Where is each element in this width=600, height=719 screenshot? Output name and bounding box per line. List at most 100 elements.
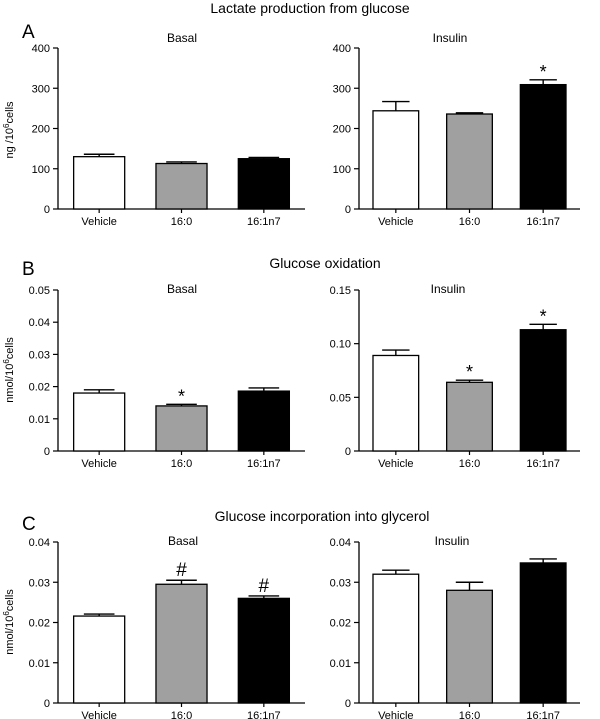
panel-A-title: Lactate production from glucose [210, 0, 409, 16]
x-tick-label: 16:0 [459, 710, 480, 719]
panel-C-ylabel-sup: 6 [2, 611, 11, 616]
x-tick-label: 16:0 [171, 458, 192, 470]
y-tick-label: 400 [333, 43, 351, 55]
panel-B-subtitle-insulin: Insulin [431, 282, 466, 296]
panel-A-ylabel-main: ng /10 [4, 128, 16, 159]
y-tick-label: 0.02 [29, 382, 50, 394]
panel-C-ylabel-main: nmol/10 [4, 616, 16, 655]
x-tick-label: 16:1n7 [247, 458, 281, 470]
y-tick-label: 200 [333, 124, 351, 136]
y-tick-label: 0.03 [29, 349, 50, 361]
bar-Vehicle [72, 392, 126, 452]
x-tick-label: 16:0 [459, 216, 480, 228]
bar-16:0 [446, 381, 493, 452]
y-tick-label: 100 [333, 164, 351, 176]
y-tick-label: 0.01 [330, 658, 351, 670]
bar-16:1n7 [237, 158, 291, 210]
y-tick-label: 0.05 [330, 392, 351, 404]
bar-16:1n7 [237, 390, 291, 452]
chart-A-basal: 0 100 200 300 400 Vehicle 16:0 16:1n7 [32, 43, 305, 228]
y-tick-label: 0 [44, 204, 50, 216]
panel-B-ylabel-main: nmol/10 [4, 364, 16, 403]
y-tick-label: 200 [32, 124, 50, 136]
significance-mark: # [176, 560, 187, 581]
y-tick-label: 0.03 [330, 577, 351, 589]
x-tick-label: Vehicle [81, 710, 116, 719]
y-tick-label: 0.02 [330, 618, 351, 630]
y-tick-label: 0.02 [29, 618, 50, 630]
chart-C-insulin: 0 0.01 0.02 0.03 0.04 Vehicle 16:0 16:1n7 [330, 537, 580, 719]
bar-16:1n7 [237, 597, 291, 704]
panel-C-letter: C [22, 514, 36, 535]
panel-A-ylabel-sup: 6 [2, 123, 11, 128]
significance-mark: * [540, 306, 547, 326]
x-tick-label: 16:0 [459, 458, 480, 470]
x-tick-label: 16:0 [171, 710, 192, 719]
bar-Vehicle [72, 615, 126, 704]
significance-mark: * [540, 62, 547, 82]
y-tick-label: 400 [32, 43, 50, 55]
x-tick-label: 16:1n7 [247, 710, 281, 719]
x-tick-label: Vehicle [378, 710, 413, 719]
y-tick-label: 100 [32, 164, 50, 176]
panel-B-ylabel: nmol/106cells [2, 337, 16, 403]
bar-16:1n7 [519, 562, 567, 704]
significance-mark: * [466, 362, 473, 382]
x-tick-label: 16:1n7 [526, 458, 560, 470]
panel-B-ylabel-tail: cells [4, 337, 16, 360]
chart-A-insulin: 0 100 200 300 400 Vehicle 16:0 16:1n7 * [333, 43, 580, 228]
panel-A-letter: A [22, 22, 35, 43]
y-tick-label: 0 [44, 698, 50, 710]
charts-layer: 0 100 200 300 400 Vehicle 16:0 16:1n7 0 100 200 300… [29, 43, 580, 719]
y-tick-label: 300 [32, 83, 50, 95]
x-tick-label: 16:1n7 [526, 216, 560, 228]
chart-B-insulin: 0 0.05 0.10 0.15 Vehicle 16:0 * 16:1n7 * [330, 285, 580, 470]
y-tick-label: 0.04 [29, 537, 50, 549]
y-tick-label: 0 [345, 698, 351, 710]
x-tick-label: Vehicle [81, 458, 116, 470]
panel-B-title: Glucose oxidation [269, 255, 380, 271]
panel-C-title: Glucose incorporation into glycerol [215, 508, 430, 524]
y-tick-label: 0.01 [29, 658, 50, 670]
x-tick-label: Vehicle [378, 458, 413, 470]
x-tick-label: 16:1n7 [247, 216, 281, 228]
bar-16:0 [446, 113, 493, 210]
y-tick-label: 0.05 [29, 285, 50, 297]
bar-16:0 [446, 589, 493, 704]
bar-Vehicle [72, 156, 126, 210]
y-tick-label: 0.01 [29, 414, 50, 426]
bar-Vehicle [372, 573, 420, 704]
panel-A-subtitle-basal: Basal [167, 31, 197, 45]
x-tick-label: Vehicle [81, 216, 116, 228]
panel-C-subtitle-basal: Basal [168, 534, 198, 548]
bar-16:0 [155, 162, 208, 210]
significance-mark: * [178, 386, 185, 406]
bar-Vehicle [372, 354, 420, 452]
y-tick-label: 0 [345, 446, 351, 458]
panel-C-ylabel-tail: cells [4, 589, 16, 612]
x-tick-label: Vehicle [378, 216, 413, 228]
panel-C-subtitle-insulin: Insulin [435, 534, 470, 548]
bar-16:1n7 [519, 329, 567, 452]
bar-16:0 [155, 405, 208, 452]
panel-A-ylabel: ng /106cells [2, 101, 16, 159]
significance-mark: # [259, 576, 270, 597]
y-tick-label: 0.10 [330, 339, 351, 351]
y-tick-label: 0 [44, 446, 50, 458]
bar-16:1n7 [519, 83, 567, 210]
chart-B-basal: 0 0.01 0.02 0.03 0.04 0.05 Vehicle 16:0 * 16:1n7 [29, 285, 305, 470]
y-tick-label: 0.15 [330, 285, 351, 297]
panel-B-subtitle-basal: Basal [167, 282, 197, 296]
bar-Vehicle [372, 110, 420, 210]
panel-C-ylabel: nmol/106cells [2, 589, 16, 655]
panel-B-letter: B [22, 259, 35, 280]
y-tick-label: 0.04 [330, 537, 351, 549]
y-tick-label: 300 [333, 83, 351, 95]
x-tick-label: 16:0 [171, 216, 192, 228]
panel-B-ylabel-sup: 6 [2, 359, 11, 364]
panel-A-subtitle-insulin: Insulin [433, 31, 468, 45]
y-tick-label: 0.04 [29, 317, 50, 329]
y-tick-label: 0.03 [29, 577, 50, 589]
bar-16:0 [155, 583, 208, 704]
